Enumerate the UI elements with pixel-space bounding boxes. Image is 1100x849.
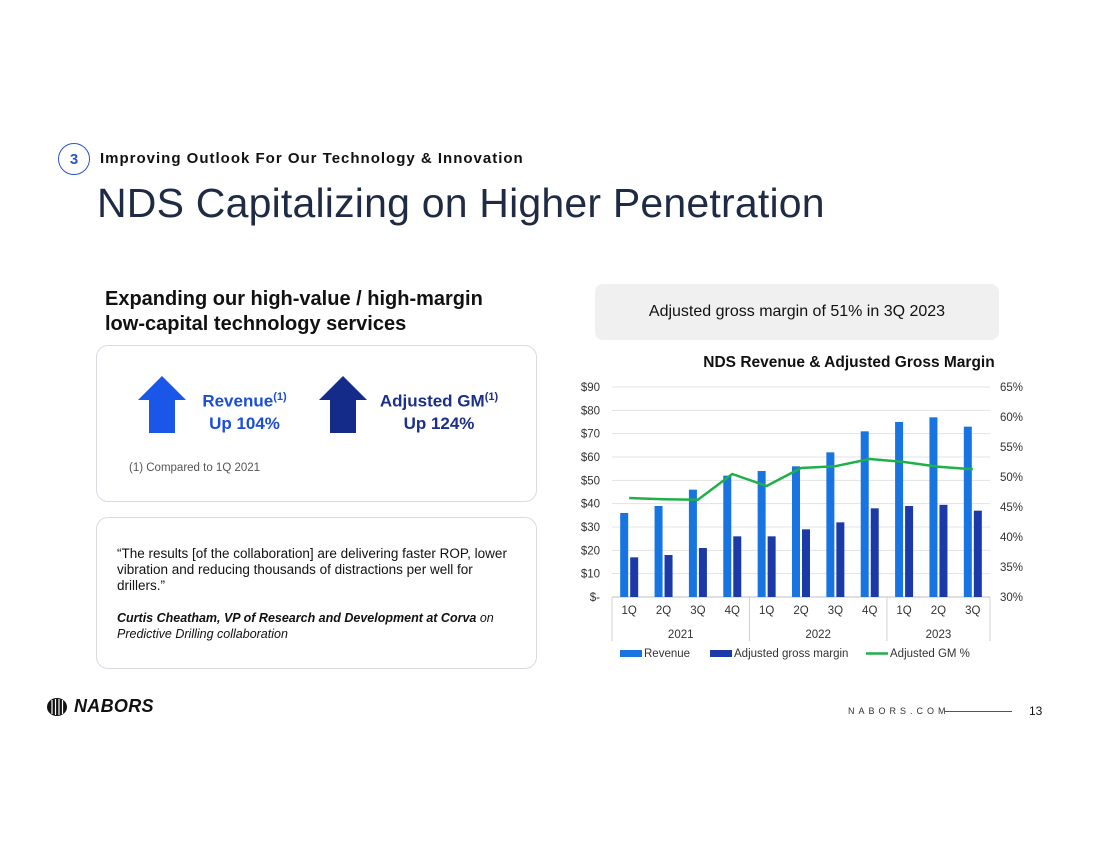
legend-label: Revenue [644,648,690,660]
callout-text: Adjusted gross margin of 51% in 3Q 2023 [648,303,946,320]
adjusted-gm-metric-label: Adjusted GM [379,391,485,411]
adjusted-gross-margin-bar [698,548,707,597]
y-axis-left-tick: $20 [581,545,600,557]
up-arrow-icon-stem [149,400,175,433]
x-axis-tick: 4Q [725,605,740,617]
revenue-metric-value: Up 104% [209,413,280,433]
x-axis-tick: 3Q [690,605,705,617]
page-number: 13 [1029,704,1043,718]
adjusted-gm-percent-line [629,457,973,502]
x-axis-tick: 3Q [828,605,843,617]
revenue-metric: Revenue(1) Up 104% [192,386,297,435]
x-axis-tick: 4Q [862,605,877,617]
nabors-logo: NABORS [46,696,154,717]
y-axis-left-tick: $- [590,592,600,604]
page-title: NDS Capitalizing on Higher Penetration [97,180,825,226]
callout-box: Adjusted gross margin of 51% in 3Q 2023 [595,284,999,340]
x-axis-tick: 3Q [965,605,980,617]
adjusted-gross-margin-bar [973,510,982,597]
legend-label: Adjusted gross margin [734,648,848,660]
adjusted-gross-margin-bar [939,504,948,597]
y-axis-left-tick: $30 [581,522,600,534]
x-axis-tick: 1Q [896,605,911,617]
x-axis-year-label: 2022 [805,629,831,641]
x-axis-tick: 2Q [931,605,946,617]
revenue-bar [688,489,697,597]
y-axis-right-tick: 60% [1000,412,1023,424]
adjusted-gross-margin-bar [905,506,914,597]
revenue-bar [895,422,904,597]
legend-swatch [620,650,642,657]
revenue-bar [826,452,835,597]
nabors-logo-text: NABORS [74,696,154,716]
adjusted-gross-margin-bar [767,536,776,597]
y-axis-right-tick: 45% [1000,502,1023,514]
revenue-bar [620,513,629,597]
adjusted-gm-metric-value: Up 124% [403,413,475,433]
y-axis-left-tick: $60 [581,452,600,464]
up-arrow-icon [138,376,186,400]
y-axis-left-tick: $70 [581,429,600,441]
y-axis-right-tick: 35% [1000,562,1023,574]
x-axis-tick: 1Q [622,605,637,617]
y-axis-left-tick: $90 [581,382,600,394]
y-axis-right-tick: 30% [1000,592,1023,604]
section-number-badge: 3 [58,143,90,175]
revenue-bar [757,471,766,597]
revenue-margin-chart: $- $10 $20 $30 $40 $50 $60 $70 $80 $90 30% 35% 40% 45… [581,382,1023,660]
quote-text: “The results [of the collaboration] are … [117,546,507,593]
y-axis-left-tick: $10 [581,569,600,581]
x-axis-tick: 2Q [656,605,671,617]
quote-card: “The results [of the collaboration] are … [96,517,537,669]
revenue-footnote-marker: (1) [273,391,287,403]
y-axis-left-tick: $50 [581,475,600,487]
revenue-bar [860,431,869,597]
attribution-name: Curtis Cheatham, VP of Research and Deve… [117,611,477,625]
adjusted-gross-margin-bar [630,557,639,597]
quote-attribution: Curtis Cheatham, VP of Research and Deve… [117,610,527,642]
x-axis-year-label: 2023 [926,629,952,641]
revenue-bar [654,506,663,597]
revenue-bar [929,417,938,597]
adjusted-gross-margin-bar [836,522,845,597]
x-axis-tick: 1Q [759,605,774,617]
subheading: Expanding our high-value / high-margin l… [105,287,545,337]
revenue-metric-label: Revenue [202,391,274,411]
y-axis-right-tick: 40% [1000,532,1023,544]
metrics-card: Revenue(1) Up 104% Adjusted GM(1) Up 124… [96,345,537,502]
adjusted-gm-footnote-marker: (1) [484,391,499,403]
x-axis-tick: 2Q [793,605,808,617]
nabors-logo-icon [47,697,67,716]
up-arrow-icon-stem [330,400,356,433]
y-axis-right-tick: 65% [1000,382,1023,394]
adjusted-gross-margin-bar [664,555,673,597]
y-axis-left-tick: $40 [581,499,600,511]
attribution-context: on Predictive Drilling collaboration [117,611,494,641]
legend-label: Adjusted GM % [890,648,970,660]
chart-title: NDS Revenue & Adjusted Gross Margin [703,354,995,371]
adjusted-gross-margin-bar [802,529,810,597]
x-axis-year-label: 2021 [668,629,694,641]
footer-divider [944,711,1012,712]
adjusted-gm-metric: Adjusted GM(1) Up 124% [369,386,509,435]
footnote: (1) Compared to 1Q 2021 [129,462,261,474]
revenue-bar [963,426,972,597]
revenue-bar [792,466,800,597]
revenue-bar [723,475,732,597]
subheading-line-2: low-capital technology services [105,313,407,335]
adjusted-gross-margin-bar [870,508,879,597]
up-arrow-icon [319,376,367,400]
adjusted-gross-margin-bar [733,536,742,597]
y-axis-right-tick: 55% [1000,442,1023,454]
legend-swatch [710,650,732,657]
y-axis-left-tick: $80 [581,405,600,417]
website-text: NABORS.COM [848,706,950,716]
section-title: Improving Outlook For Our Technology & I… [100,150,524,167]
y-axis-right-tick: 50% [1000,472,1023,484]
subheading-line-1: Expanding our high-value / high-margin [105,288,483,310]
